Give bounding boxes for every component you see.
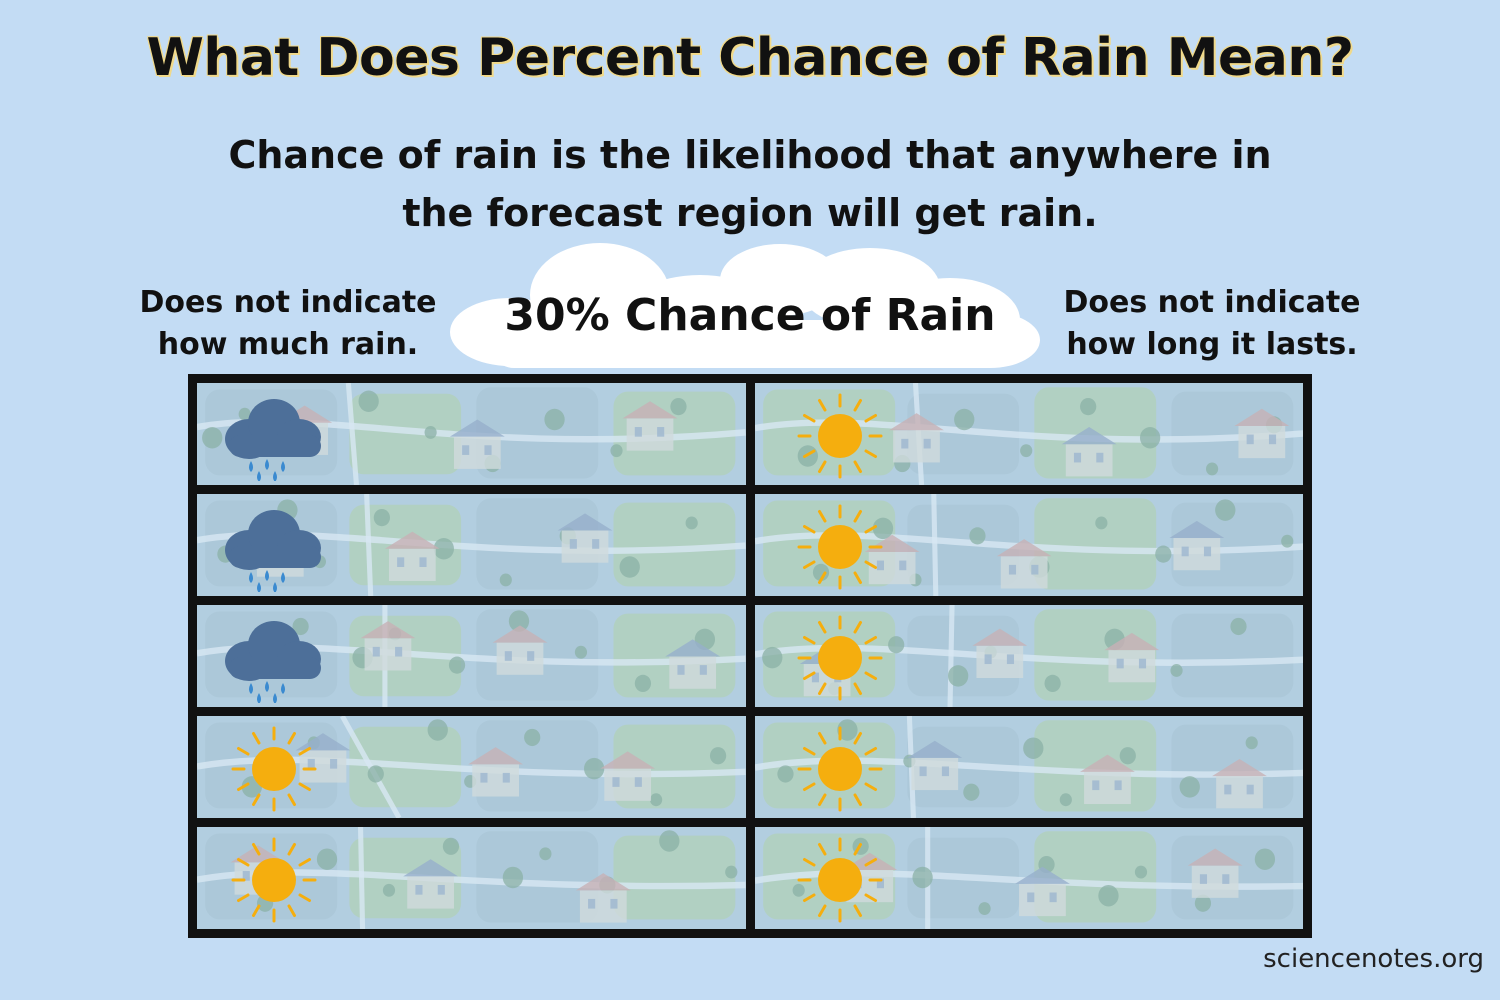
subtitle: Chance of rain is the likelihood that an… <box>150 126 1350 242</box>
sun-icon <box>785 391 895 481</box>
sun-icon <box>785 724 895 814</box>
rain-cloud-icon <box>219 502 329 593</box>
subtitle-line-2: the forecast region will get rain. <box>402 191 1098 235</box>
footer-source: sciencenotes.org <box>1263 944 1484 974</box>
grid-cell <box>197 716 746 818</box>
sun-icon <box>219 835 329 925</box>
left-note: Does not indicate how much rain. <box>118 282 458 366</box>
grid-cell <box>197 383 746 485</box>
page-title: What Does Percent Chance of Rain Mean? <box>146 28 1354 88</box>
grid-cell <box>754 494 1303 596</box>
sun-icon <box>785 613 895 703</box>
right-note-line-1: Does not indicate <box>1063 285 1361 320</box>
left-note-line-1: Does not indicate <box>139 285 437 320</box>
cloud-label: 30% Chance of Rain <box>504 290 996 341</box>
sun-icon <box>785 502 895 592</box>
grid-cell <box>754 827 1303 929</box>
rain-cloud-icon <box>219 613 329 704</box>
forecast-region-grid <box>188 374 1312 938</box>
right-note: Does not indicate how long it lasts. <box>1042 282 1382 366</box>
grid-cell <box>754 716 1303 818</box>
sun-icon <box>219 724 329 814</box>
grid-cell <box>754 383 1303 485</box>
right-note-line-2: how long it lasts. <box>1066 327 1358 362</box>
rain-cloud-icon <box>219 391 329 482</box>
grid-cell <box>754 605 1303 707</box>
grid-cell <box>197 827 746 929</box>
subtitle-line-1: Chance of rain is the likelihood that an… <box>228 133 1272 177</box>
sun-icon <box>785 835 895 925</box>
grid-cell <box>197 605 746 707</box>
cloud-shape <box>450 243 1040 368</box>
left-note-line-2: how much rain. <box>157 327 419 362</box>
grid-cell <box>197 494 746 596</box>
